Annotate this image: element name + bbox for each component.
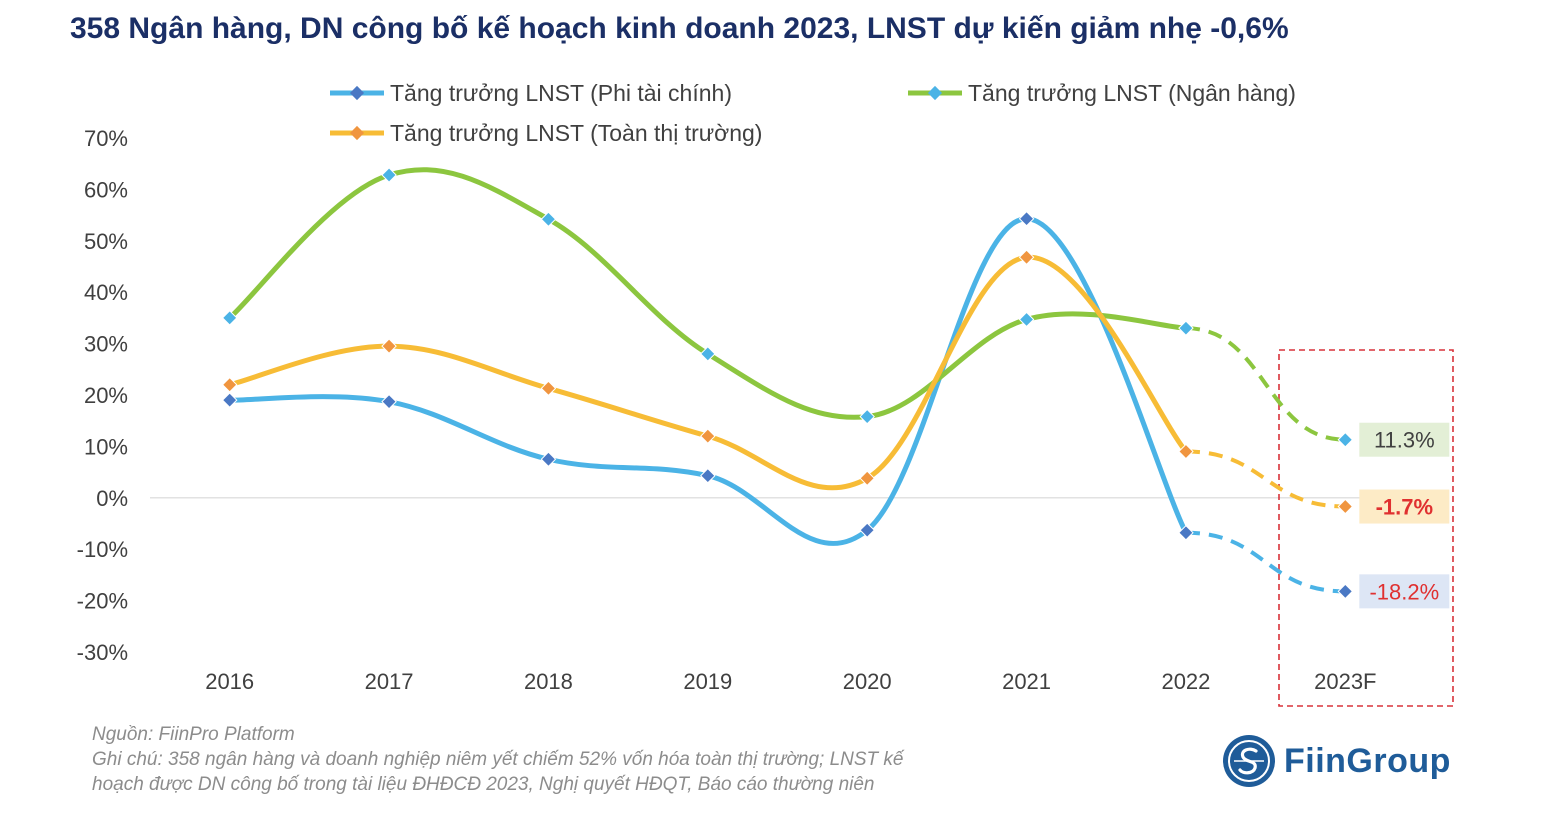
forecast-data-label: 11.3% (1374, 428, 1435, 453)
y-tick-label: -20% (77, 589, 128, 614)
legend-item-3: Tăng trưởng LNST (Toàn thị trường) (330, 120, 762, 146)
legend-label: Tăng trưởng LNST (Toàn thị trường) (390, 120, 762, 146)
y-axis-ticks: 70% 60% 50% 40% 30% 20% 10% 0% -10% -20% -30% (77, 126, 128, 665)
data-point-marker (1018, 249, 1035, 266)
source-note: Nguồn: FiinPro Platform Ghi chú: 358 ngâ… (92, 722, 904, 797)
series-forecast-line-1 (1185, 530, 1346, 594)
y-tick-label: 70% (84, 126, 128, 151)
legend-item-2: Tăng trưởng LNST (Ngân hàng) (908, 80, 1296, 106)
data-point-marker (1018, 311, 1035, 328)
data-point-marker (700, 428, 716, 444)
forecast-label-bg (1359, 422, 1450, 457)
data-point-marker (540, 380, 557, 397)
brand-logo: FiinGroup (1222, 734, 1451, 788)
data-point-marker (1178, 443, 1194, 460)
series-line-2 (227, 167, 1189, 420)
series-lines (227, 167, 1346, 594)
legend-label: Tăng trưởng LNST (Phi tài chính) (390, 80, 732, 106)
data-point-marker (859, 470, 875, 487)
data-point-marker (1337, 583, 1354, 600)
y-tick-label: -30% (77, 640, 128, 665)
note-line: Ghi chú: 358 ngân hàng và doanh nghiệp n… (92, 749, 904, 770)
y-tick-label: 30% (84, 332, 128, 357)
x-tick-label: 2018 (524, 669, 573, 694)
y-tick-label: 50% (84, 229, 128, 254)
series-line-1 (227, 216, 1189, 546)
data-point-marker (700, 467, 716, 484)
data-point-marker (221, 376, 238, 393)
x-tick-label: 2016 (205, 669, 254, 694)
y-tick-label: 0% (96, 486, 128, 511)
x-tick-label: 2020 (843, 669, 892, 694)
series-forecast-line-2 (1185, 326, 1346, 442)
forecast-data-label: -18.2% (1369, 579, 1439, 604)
brand-name: FiinGroup (1284, 741, 1451, 780)
chart-legend: Tăng trưởng LNST (Phi tài chính) Tăng trư… (330, 80, 1296, 146)
fiingroup-logo-icon (1223, 735, 1275, 787)
y-tick-label: 60% (84, 177, 128, 202)
legend-swatch-marker (349, 85, 365, 101)
data-point-marker (221, 392, 238, 408)
data-point-marker (381, 393, 397, 410)
data-point-marker (1178, 320, 1194, 336)
x-tick-label: 2022 (1161, 669, 1210, 694)
source-line: Nguồn: FiinPro Platform (92, 724, 295, 745)
note-line: hoạch được DN công bố trong tài liệu ĐHĐ… (92, 774, 875, 795)
data-point-marker (1337, 498, 1354, 515)
data-point-marker (859, 522, 875, 538)
forecast-callouts: -18.2% 11.3% -1.7% (1359, 422, 1450, 609)
y-tick-label: 20% (84, 383, 128, 408)
data-point-marker (381, 167, 397, 183)
forecast-label-bg (1359, 489, 1450, 524)
y-tick-label: 10% (84, 434, 128, 459)
legend-swatch-marker (927, 85, 943, 101)
x-tick-label: 2021 (1002, 669, 1051, 694)
x-tick-label: 2023F (1314, 669, 1376, 694)
x-tick-label: 2017 (365, 669, 414, 694)
data-point-marker (700, 346, 716, 362)
legend-item-1: Tăng trưởng LNST (Phi tài chính) (330, 80, 732, 106)
series-forecast-line-3 (1185, 449, 1346, 509)
data-point-marker (381, 338, 397, 354)
data-point-marker (1018, 210, 1035, 227)
page-title: 358 Ngân hàng, DN công bố kế hoạch kinh … (70, 12, 1289, 45)
y-tick-label: 40% (84, 280, 128, 305)
data-point-marker (859, 408, 875, 425)
data-point-marker (1337, 431, 1354, 448)
data-point-marker (540, 451, 557, 468)
x-tick-label: 2019 (683, 669, 732, 694)
data-point-marker (540, 211, 557, 227)
line-chart: 70% 60% 50% 40% 30% 20% 10% 0% -10% -20% -30% 2016… (77, 80, 1454, 707)
series-markers (221, 167, 1354, 600)
legend-swatch-marker (349, 125, 365, 141)
forecast-highlight-box (1278, 349, 1454, 707)
x-axis-ticks: 2016 2017 2018 2019 2020 2021 2022 2023F (205, 669, 1376, 694)
series-line-3 (227, 254, 1189, 491)
data-point-marker (1178, 524, 1194, 541)
legend-label: Tăng trưởng LNST (Ngân hàng) (968, 80, 1296, 106)
forecast-data-label: -1.7% (1376, 495, 1433, 520)
data-point-marker (221, 310, 238, 326)
y-tick-label: -10% (77, 537, 128, 562)
forecast-label-bg (1359, 574, 1450, 609)
